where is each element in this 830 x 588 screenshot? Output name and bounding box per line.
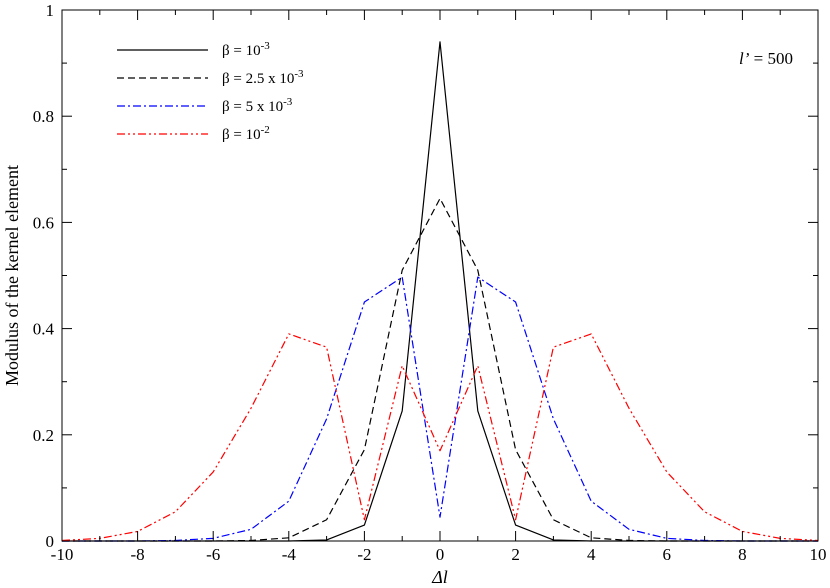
legend-label-2: β = 2.5 x 10-3 <box>222 68 304 87</box>
series-layer <box>61 41 819 542</box>
legend-label-4: β = 10-2 <box>222 124 270 143</box>
y-tick-label: 0.4 <box>33 320 55 339</box>
x-tick-label: 2 <box>511 545 520 564</box>
x-tick-label: 8 <box>738 545 747 564</box>
series-line-4 <box>61 333 819 542</box>
annotation-l-prime: l’ = 500 <box>739 49 793 68</box>
x-tick-label: -4 <box>282 545 297 564</box>
x-tick-label: -2 <box>357 545 371 564</box>
series-line-3 <box>62 276 818 542</box>
legend-label-1: β = 10-3 <box>222 40 270 59</box>
series-line-1 <box>62 41 818 542</box>
x-tick-label: 10 <box>810 545 827 564</box>
legend: β = 10-3 β = 2.5 x 10-3 β = 5 x 10-3 β = 10… <box>117 40 304 143</box>
y-tick-label: 0.6 <box>33 213 54 232</box>
x-tick-label: -8 <box>131 545 145 564</box>
y-tick-label: 0.2 <box>33 426 54 445</box>
annotation-suffix: = 500 <box>749 49 793 68</box>
legend-label-3: β = 5 x 10-3 <box>222 96 293 115</box>
x-tick-label: 4 <box>587 545 596 564</box>
y-tick-label: 1 <box>46 1 55 20</box>
y-tick-label: 0.8 <box>33 107 54 126</box>
x-tick-label: 0 <box>436 545 445 564</box>
series-line-2 <box>62 197 818 542</box>
x-tick-label: -6 <box>206 545 220 564</box>
ticks-layer: -10 -8 -6 -4 -2 0 2 4 6 8 10 0 0.2 0.4 0.6 0.8 1 <box>33 1 827 564</box>
x-tick-label: 6 <box>663 545 672 564</box>
plot-frame <box>61 9 819 542</box>
y-tick-label: 0 <box>46 532 55 551</box>
annotation-prefix: l’ <box>739 49 750 68</box>
x-tick-label: -10 <box>51 545 74 564</box>
x-axis-title: Δl <box>431 567 448 587</box>
y-axis-title: Modulus of the kernel element <box>2 165 22 386</box>
